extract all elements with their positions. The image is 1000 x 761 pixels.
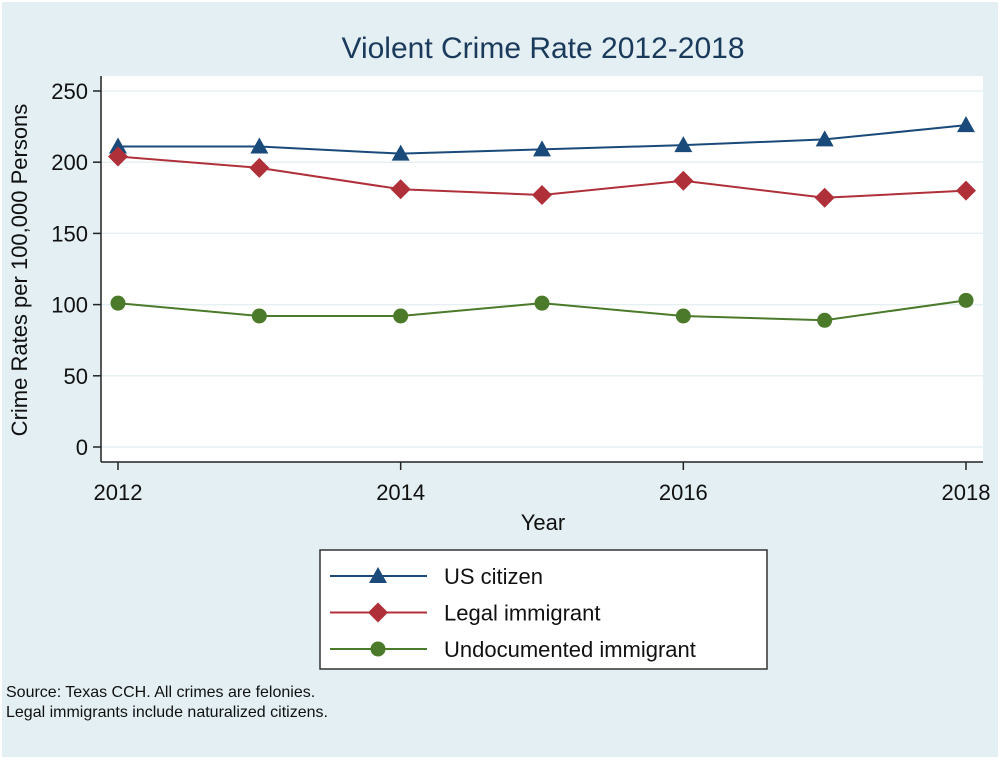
- source-note: Source: Texas CCH. All crimes are feloni…: [6, 684, 316, 701]
- data-point-us-citizen: [109, 137, 127, 154]
- legend: US citizen Legal immigrant Undocumented im…: [319, 549, 768, 670]
- data-point-undocumented-immigrant: [675, 308, 691, 324]
- legend-label-legal-immigrant: Legal immigrant: [444, 601, 601, 626]
- y-tick-label: 0: [76, 435, 88, 460]
- data-point-legal-immigrant: [814, 187, 835, 208]
- data-point-undocumented-immigrant: [817, 312, 833, 328]
- data-point-undocumented-immigrant: [110, 295, 126, 311]
- legend-label-us-citizen: US citizen: [444, 564, 543, 589]
- legend-marker-us-citizen: [369, 567, 387, 583]
- y-tick-label: 50: [64, 364, 88, 389]
- data-point-legal-immigrant: [249, 157, 270, 178]
- x-tick-label: 2012: [94, 480, 143, 505]
- x-tick-label: 2016: [659, 480, 708, 505]
- legal-immigrant-note: Legal immigrants include naturalized cit…: [6, 704, 328, 721]
- y-axis-label: Crime Rates per 100,000 Persons: [7, 104, 32, 437]
- data-point-us-citizen: [391, 144, 410, 161]
- x-tick-label: 2014: [376, 480, 425, 505]
- data-point-legal-immigrant: [673, 170, 694, 191]
- data-point-undocumented-immigrant: [958, 292, 974, 308]
- data-point-us-citizen: [250, 137, 269, 154]
- data-point-undocumented-immigrant: [534, 295, 550, 311]
- chart-title: Violent Crime Rate 2012-2018: [341, 32, 744, 65]
- data-point-us-citizen: [815, 130, 834, 147]
- x-axis-label: Year: [521, 510, 565, 535]
- legend-marker-legal-immigrant: [368, 602, 388, 623]
- legend-label-undocumented-immigrant: Undocumented immigrant: [444, 637, 696, 662]
- y-tick-label: 200: [51, 150, 88, 175]
- data-point-legal-immigrant: [532, 184, 552, 205]
- y-tick-label: 250: [51, 79, 88, 104]
- legend-marker-undocumented-immigrant: [370, 641, 386, 657]
- y-tick-label: 100: [51, 293, 88, 318]
- plot-area: [101, 76, 983, 462]
- x-tick-label: 2018: [942, 480, 991, 505]
- data-point-legal-immigrant: [108, 146, 128, 167]
- data-point-legal-immigrant: [390, 179, 411, 200]
- y-tick-label: 150: [51, 221, 88, 246]
- data-point-undocumented-immigrant: [393, 308, 409, 324]
- data-point-us-citizen: [674, 136, 693, 153]
- data-point-undocumented-immigrant: [251, 308, 267, 324]
- data-point-us-citizen: [957, 116, 975, 133]
- data-point-legal-immigrant: [956, 180, 976, 201]
- data-point-us-citizen: [533, 140, 551, 157]
